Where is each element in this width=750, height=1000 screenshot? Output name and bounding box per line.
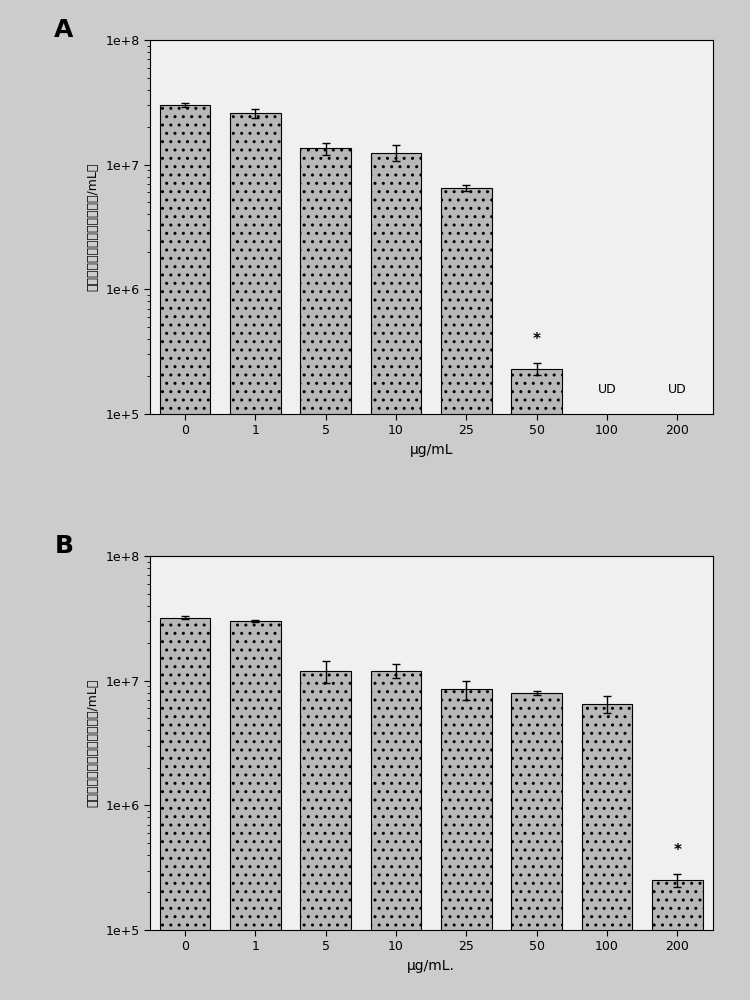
Bar [441,689,492,1000]
Text: UD: UD [668,383,687,396]
X-axis label: μg/mL.: μg/mL. [407,959,455,973]
Text: UD: UD [598,383,616,396]
Text: *: * [674,843,681,858]
Bar [582,704,632,1000]
Text: A: A [54,18,74,42]
Bar [301,671,351,1000]
Bar [370,671,422,1000]
Y-axis label: 疯疮丙酸杆菌（菌落形成单位/mL）: 疯疮丙酸杆菌（菌落形成单位/mL） [87,163,100,291]
Bar [160,618,211,1000]
Bar [301,148,351,1000]
Bar [230,621,280,1000]
Bar [512,693,562,1000]
Bar [370,153,422,1000]
Bar [652,880,703,1000]
Bar [230,113,280,1000]
Text: B: B [54,534,74,558]
Y-axis label: 疯疮丙酸杆菌（菌落形成单位/mL）: 疯疮丙酸杆菌（菌落形成单位/mL） [87,679,100,807]
Bar [160,105,211,1000]
X-axis label: μg/mL: μg/mL [410,443,453,457]
Text: *: * [532,332,541,347]
Bar [512,369,562,1000]
Bar [441,188,492,1000]
